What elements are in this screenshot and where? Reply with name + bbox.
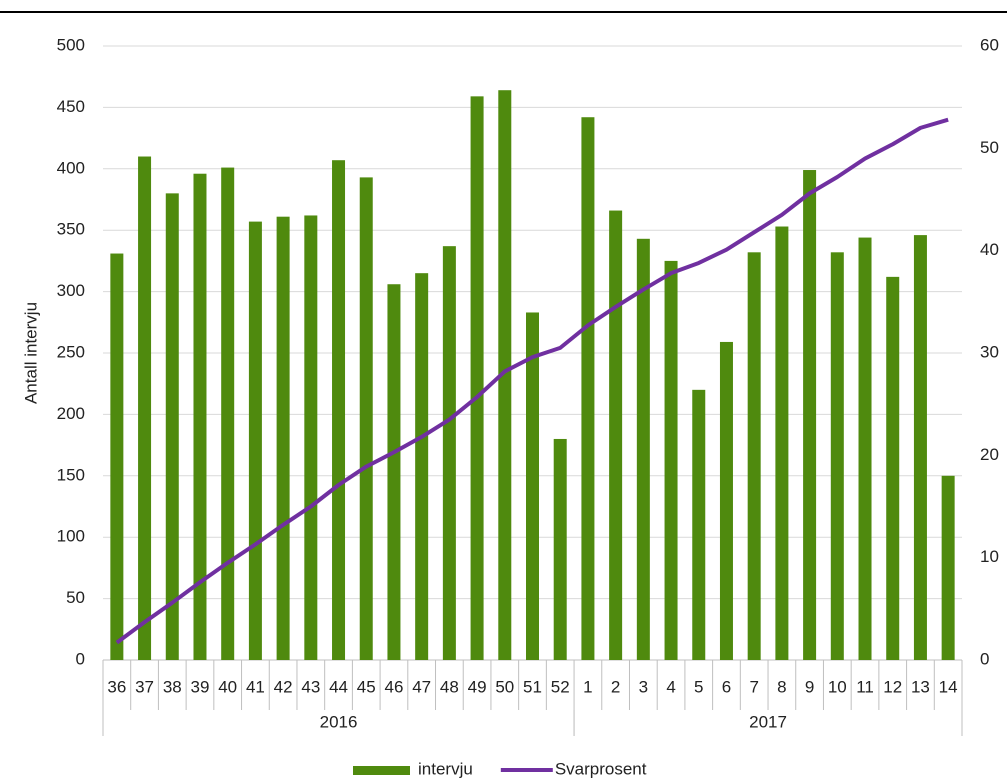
bar xyxy=(165,193,179,661)
x-tick-label: 13 xyxy=(911,677,930,696)
bar xyxy=(359,177,373,660)
bar xyxy=(193,173,207,660)
bar xyxy=(415,273,429,660)
x-tick-label: 6 xyxy=(722,677,731,696)
y-tick-label: 500 xyxy=(57,35,85,54)
x-tick-label: 8 xyxy=(777,677,786,696)
bar xyxy=(332,160,346,661)
x-tick-label: 51 xyxy=(523,677,542,696)
y2-tick-label: 60 xyxy=(980,35,999,54)
y-tick-label: 100 xyxy=(57,527,85,546)
bar xyxy=(387,284,401,660)
x-tick-label: 9 xyxy=(805,677,814,696)
bar xyxy=(138,156,152,660)
group-label: 2017 xyxy=(749,712,787,731)
x-tick-label: 40 xyxy=(218,677,237,696)
bar xyxy=(248,221,262,660)
x-tick-label: 4 xyxy=(666,677,675,696)
bar xyxy=(276,216,290,660)
bar xyxy=(110,253,124,661)
x-tick-label: 2 xyxy=(611,677,620,696)
bar xyxy=(526,312,539,660)
y-tick-label: 400 xyxy=(57,158,85,177)
bar xyxy=(747,252,761,660)
y-tick-label: 300 xyxy=(57,281,85,300)
x-tick-label: 43 xyxy=(301,677,320,696)
y-tick-label: 0 xyxy=(76,649,85,668)
bar xyxy=(221,167,235,660)
line xyxy=(115,117,949,645)
bar xyxy=(498,90,512,660)
bar xyxy=(858,237,872,660)
x-tick-label: 38 xyxy=(163,677,182,696)
x-tick-label: 52 xyxy=(551,677,570,696)
x-tick-label: 50 xyxy=(495,677,514,696)
x-tick-label: 36 xyxy=(107,677,126,696)
y-tick-label: 450 xyxy=(57,97,85,116)
bar xyxy=(664,260,678,660)
y2-tick-label: 10 xyxy=(980,547,999,566)
bar xyxy=(470,96,484,660)
y-tick-label: 50 xyxy=(66,588,85,607)
x-tick-label: 5 xyxy=(694,677,703,696)
y2-tick-label: 30 xyxy=(980,342,999,361)
x-tick-label: 37 xyxy=(135,677,154,696)
bar xyxy=(553,438,567,660)
x-tick-label: 7 xyxy=(749,677,758,696)
x-tick-label: 48 xyxy=(440,677,459,696)
x-tick-label: 12 xyxy=(883,677,902,696)
x-tick-label: 3 xyxy=(639,677,648,696)
x-tick-label: 47 xyxy=(412,677,431,696)
x-tick-label: 44 xyxy=(329,677,348,696)
bar xyxy=(442,246,456,660)
y-axis-label: Antall intervju xyxy=(21,302,40,404)
y2-tick-label: 40 xyxy=(980,240,999,259)
bar xyxy=(775,226,789,661)
bar xyxy=(609,210,623,660)
y-tick-label: 350 xyxy=(57,220,85,239)
bar xyxy=(719,341,733,660)
legend-swatch xyxy=(353,766,410,775)
x-tick-label: 1 xyxy=(583,677,592,696)
bar xyxy=(886,276,900,660)
x-tick-label: 42 xyxy=(274,677,293,696)
bar xyxy=(581,117,595,660)
y2-tick-label: 50 xyxy=(980,138,999,157)
x-tick-label: 39 xyxy=(191,677,210,696)
y2-tick-label: 20 xyxy=(980,445,999,464)
y2-tick-label: 0 xyxy=(980,649,989,668)
bar xyxy=(304,215,318,661)
legend-label: intervju xyxy=(418,759,473,778)
group-label: 2016 xyxy=(320,712,358,731)
bar xyxy=(803,170,817,660)
x-tick-label: 10 xyxy=(828,677,847,696)
x-tick-label: 46 xyxy=(384,677,403,696)
x-tick-label: 14 xyxy=(939,677,958,696)
x-tick-label: 11 xyxy=(856,677,874,696)
bar xyxy=(692,389,706,660)
y-tick-label: 250 xyxy=(57,342,85,361)
x-tick-label: 41 xyxy=(246,677,265,696)
bar xyxy=(636,238,650,660)
x-tick-label: 45 xyxy=(357,677,376,696)
x-tick-label: 49 xyxy=(468,677,487,696)
legend-label: Svarprosent xyxy=(555,759,647,778)
bar xyxy=(913,235,927,660)
y-tick-label: 150 xyxy=(57,465,85,484)
bar xyxy=(830,252,844,660)
y-tick-label: 200 xyxy=(57,404,85,423)
bar xyxy=(941,475,955,660)
